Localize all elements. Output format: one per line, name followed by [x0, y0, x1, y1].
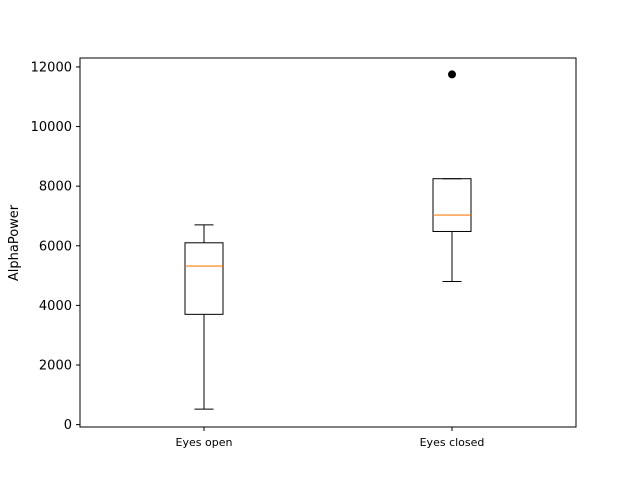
y-tick-label: 4000 [39, 299, 72, 314]
y-axis-label: AlphaPower [7, 204, 22, 281]
plot-frame [79, 57, 577, 428]
x-tick-label: Eyes closed [420, 436, 485, 449]
box-1 [184, 224, 224, 410]
outlier-point [448, 70, 456, 79]
plot-area [79, 57, 577, 428]
y-axis: 0 2000 4000 6000 8000 10000 12000 [31, 60, 80, 433]
boxes [184, 70, 472, 410]
y-tick-label: 6000 [39, 239, 72, 254]
iqr-box [432, 178, 472, 232]
box-2 [432, 70, 472, 283]
y-tick-label: 2000 [39, 359, 72, 374]
iqr-box [184, 242, 224, 315]
x-axis: Eyes open Eyes closed [176, 427, 485, 449]
y-tick-label: 12000 [31, 60, 72, 75]
y-tick-label: 10000 [31, 120, 72, 135]
y-tick-label: 8000 [39, 180, 72, 195]
x-tick-label: Eyes open [176, 436, 233, 449]
y-tick-label: 0 [64, 418, 72, 433]
